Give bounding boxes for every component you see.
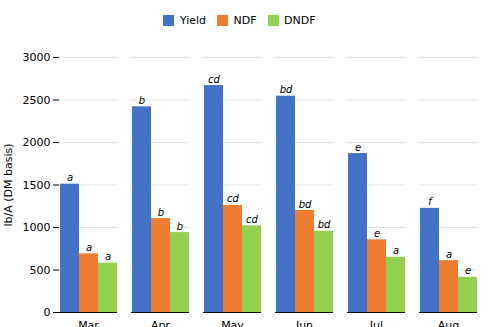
html-text:DNDF: DNDF: [284, 14, 316, 27]
svg-text:Mar: Mar: [78, 319, 99, 327]
svg-text:bd: bd: [280, 84, 293, 95]
svg-text:Aug: Aug: [438, 319, 459, 327]
svg-text:1500: 1500: [23, 178, 51, 191]
svg-text:1000: 1000: [23, 221, 51, 234]
svg-text:lb/A (DM basis): lb/A (DM basis): [2, 143, 15, 226]
svg-text:Jul: Jul: [369, 319, 383, 327]
svg-text:Apr: Apr: [151, 319, 171, 327]
html-text:Yield: Yield: [179, 14, 207, 27]
svg-text:a: a: [67, 172, 73, 183]
svg-text:e: e: [465, 265, 471, 276]
svg-text:a: a: [105, 251, 111, 262]
svg-text:b: b: [177, 220, 183, 231]
svg-text:a: a: [446, 248, 452, 259]
svg-text:cd: cd: [208, 73, 220, 84]
svg-text:e: e: [374, 227, 380, 238]
svg-text:f: f: [428, 196, 433, 207]
html-text:NDF: NDF: [233, 14, 257, 27]
svg-text:2000: 2000: [23, 136, 51, 149]
svg-text:cd: cd: [227, 193, 239, 204]
svg-text:2500: 2500: [23, 93, 51, 106]
svg-text:May: May: [221, 319, 244, 327]
svg-text:500: 500: [30, 263, 51, 276]
svg-text:b: b: [139, 94, 145, 105]
svg-text:cd: cd: [246, 213, 258, 224]
svg-text:3000: 3000: [23, 51, 51, 64]
svg-text:bd: bd: [318, 219, 331, 230]
svg-text:0: 0: [44, 306, 51, 319]
svg-text:Jun: Jun: [295, 319, 313, 327]
svg-text:a: a: [86, 241, 92, 252]
svg-text:b: b: [158, 206, 164, 217]
svg-text:bd: bd: [299, 198, 312, 209]
svg-text:e: e: [355, 141, 361, 152]
svg-text:a: a: [393, 245, 399, 256]
